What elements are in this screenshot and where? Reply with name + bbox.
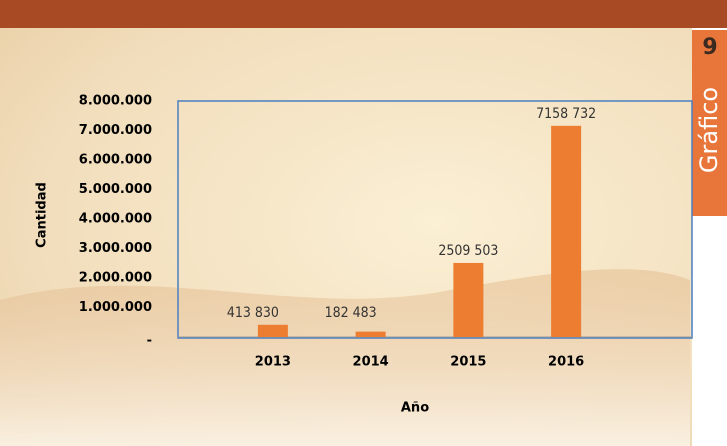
y-tick-label: 8.000.000 bbox=[79, 94, 152, 109]
top-band bbox=[0, 0, 727, 28]
x-tick-label: 2016 bbox=[548, 355, 584, 370]
y-tick-label: 4.000.000 bbox=[79, 212, 152, 227]
x-axis-title: Año bbox=[401, 401, 429, 416]
bar bbox=[356, 332, 386, 337]
y-tick-label: 3.000.000 bbox=[79, 241, 152, 256]
bar bbox=[453, 263, 483, 337]
data-label: 2509 503 bbox=[438, 243, 498, 259]
badge-label: Gráfico bbox=[695, 87, 723, 173]
x-tick-label: 2013 bbox=[255, 355, 291, 370]
y-tick-label: 2.000.000 bbox=[79, 271, 152, 286]
x-tick-label: 2015 bbox=[450, 355, 486, 370]
data-label: 7158 732 bbox=[536, 106, 596, 122]
data-label: 182 483 bbox=[325, 305, 377, 321]
y-tick-label: - bbox=[147, 334, 152, 349]
chart: 9 Gráfico Cantidad Año - 1.000.000 2.000.0… bbox=[0, 0, 727, 446]
bar bbox=[258, 325, 288, 337]
y-tick-label: 7.000.000 bbox=[79, 123, 152, 138]
y-axis-title: Cantidad bbox=[35, 182, 50, 248]
bar bbox=[551, 126, 581, 337]
y-tick-label: 1.000.000 bbox=[79, 300, 152, 315]
badge-number: 9 bbox=[702, 35, 717, 60]
y-tick-label: 6.000.000 bbox=[79, 153, 152, 168]
x-tick-label: 2014 bbox=[353, 355, 389, 370]
data-label: 413 830 bbox=[227, 305, 279, 321]
y-tick-label: 5.000.000 bbox=[79, 182, 152, 197]
